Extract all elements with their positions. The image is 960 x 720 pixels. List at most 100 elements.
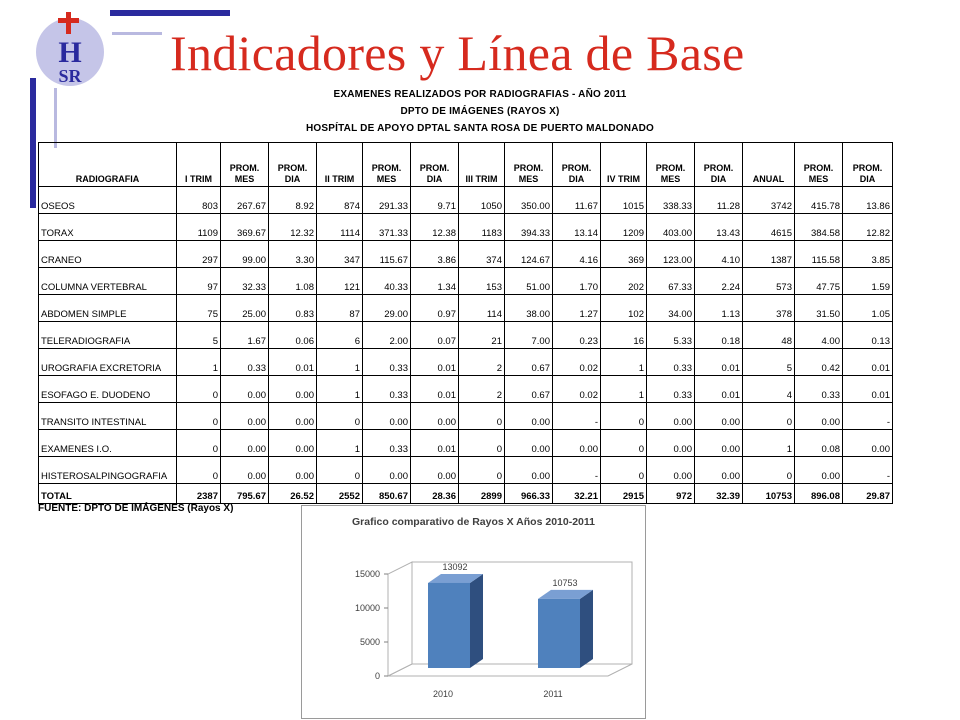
table-cell: 1.08: [268, 267, 317, 295]
row-label-cell: HISTEROSALPINGOGRAFIA: [38, 456, 177, 484]
table-cell: 384.58: [794, 213, 843, 241]
chart-plot: 0 5000 10000 15000 13092 2010 10753 2011: [355, 561, 633, 699]
table-cell: 0.00: [646, 429, 695, 457]
table-cell: 297: [176, 240, 221, 268]
table-cell: 0: [176, 429, 221, 457]
table-cell: 12.82: [842, 213, 893, 241]
table-cell: 374: [458, 240, 505, 268]
table-cell: 102: [600, 294, 647, 322]
table-cell: 153: [458, 267, 505, 295]
table-row: TRANSITO INTESTINAL 0 0.00 0.00 0 0.00 0.00 0 0.…: [38, 402, 893, 430]
table-cell: 1050: [458, 186, 505, 214]
table-cell: 1: [176, 348, 221, 376]
table-cell: 0.33: [646, 375, 695, 403]
table-cell: 1.13: [694, 294, 743, 322]
column-header: PROM. DIA: [552, 142, 601, 187]
table-cell: 0.97: [410, 294, 459, 322]
table-cell: 1: [316, 348, 363, 376]
table-cell: 0.01: [842, 375, 893, 403]
table-cell: 2: [458, 348, 505, 376]
table-cell: 0.00: [362, 456, 411, 484]
column-header: PROM. DIA: [410, 142, 459, 187]
table-cell: 16: [600, 321, 647, 349]
table-cell: 13.43: [694, 213, 743, 241]
table-cell: 13.86: [842, 186, 893, 214]
table-cell: 0.00: [646, 402, 695, 430]
table-cell: 0.33: [362, 429, 411, 457]
table-cell: 13.14: [552, 213, 601, 241]
table-cell: 202: [600, 267, 647, 295]
table-cell: 0.00: [694, 402, 743, 430]
table-cell: 0.33: [220, 348, 269, 376]
table-cell: 0.23: [552, 321, 601, 349]
table-cell: 34.00: [646, 294, 695, 322]
column-header: PROM. MES: [794, 142, 843, 187]
y-tick-label: 10000: [355, 603, 380, 613]
table-cell: 0: [600, 402, 647, 430]
total-row: TOTAL 2387 795.67 26.52 2552 850.67 28.36 2899 9…: [38, 483, 893, 504]
table-cell: 10753: [742, 483, 795, 504]
row-label-cell: TORAX: [38, 213, 177, 241]
table-cell: -: [552, 456, 601, 484]
table-cell: 115.58: [794, 240, 843, 268]
table-cell: 966.33: [504, 483, 553, 504]
table-cell: 0.00: [552, 429, 601, 457]
hospital-logo: H SR: [30, 10, 110, 90]
table-cell: 2: [458, 375, 505, 403]
table-cell: 0.00: [504, 456, 553, 484]
table-cell: 0.33: [794, 375, 843, 403]
table-cell: 5.33: [646, 321, 695, 349]
bar-data-label: 10753: [552, 578, 577, 588]
table-cell: 1.27: [552, 294, 601, 322]
table-cell: 1: [600, 375, 647, 403]
column-header: III TRIM: [458, 142, 505, 187]
table-cell: 0.00: [842, 429, 893, 457]
table-cell: 0.00: [410, 456, 459, 484]
table-cell: 350.00: [504, 186, 553, 214]
table-cell: 0.01: [694, 375, 743, 403]
table-cell: 394.33: [504, 213, 553, 241]
table-cell: 1.34: [410, 267, 459, 295]
table-row: UROGRAFIA EXCRETORIA 1 0.33 0.01 1 0.33 0.01 2 0…: [38, 348, 893, 376]
table-row: TELERADIOGRAFIA 5 1.67 0.06 6 2.00 0.07 21 7.00 0…: [38, 321, 893, 349]
table-cell: 1015: [600, 186, 647, 214]
table-cell: 75: [176, 294, 221, 322]
bar-top: [428, 573, 483, 583]
table-cell: 25.00: [220, 294, 269, 322]
table-cell: 267.67: [220, 186, 269, 214]
left-decor-line: [54, 88, 57, 148]
table-cell: 803: [176, 186, 221, 214]
column-header: ANUAL: [742, 142, 795, 187]
top-decor-line: [112, 32, 162, 35]
table-cell: 378: [742, 294, 795, 322]
table-cell: 0.00: [268, 375, 317, 403]
table-cell: 1: [742, 429, 795, 457]
row-label-cell: TRANSITO INTESTINAL: [38, 402, 177, 430]
table-cell: -: [842, 402, 893, 430]
table-cell: 115.67: [362, 240, 411, 268]
row-label-cell: UROGRAFIA EXCRETORIA: [38, 348, 177, 376]
table-cell: 1109: [176, 213, 221, 241]
table-cell: 1: [316, 429, 363, 457]
table-cell: 21: [458, 321, 505, 349]
table-cell: 2552: [316, 483, 363, 504]
table-cell: 0.18: [694, 321, 743, 349]
table-row: ABDOMEN SIMPLE 75 25.00 0.83 87 29.00 0.97 114 3…: [38, 294, 893, 322]
table-cell: 2915: [600, 483, 647, 504]
table-cell: 0.00: [694, 429, 743, 457]
table-cell: 11.28: [694, 186, 743, 214]
table-cell: 850.67: [362, 483, 411, 504]
table-cell: 291.33: [362, 186, 411, 214]
table-cell: 26.52: [268, 483, 317, 504]
table-body: OSEOS 803 267.67 8.92 874 291.33 9.71 1050 350.0…: [38, 186, 893, 504]
table-cell: 38.00: [504, 294, 553, 322]
bar-data-label: 13092: [442, 562, 467, 572]
table-cell: 369: [600, 240, 647, 268]
row-label-cell: TOTAL: [38, 483, 177, 504]
chart-title: Grafico comparativo de Rayos X Años 2010…: [352, 516, 595, 528]
table-cell: 3.85: [842, 240, 893, 268]
table-cell: 896.08: [794, 483, 843, 504]
row-label-cell: TELERADIOGRAFIA: [38, 321, 177, 349]
table-cell: 114: [458, 294, 505, 322]
table-cell: 338.33: [646, 186, 695, 214]
